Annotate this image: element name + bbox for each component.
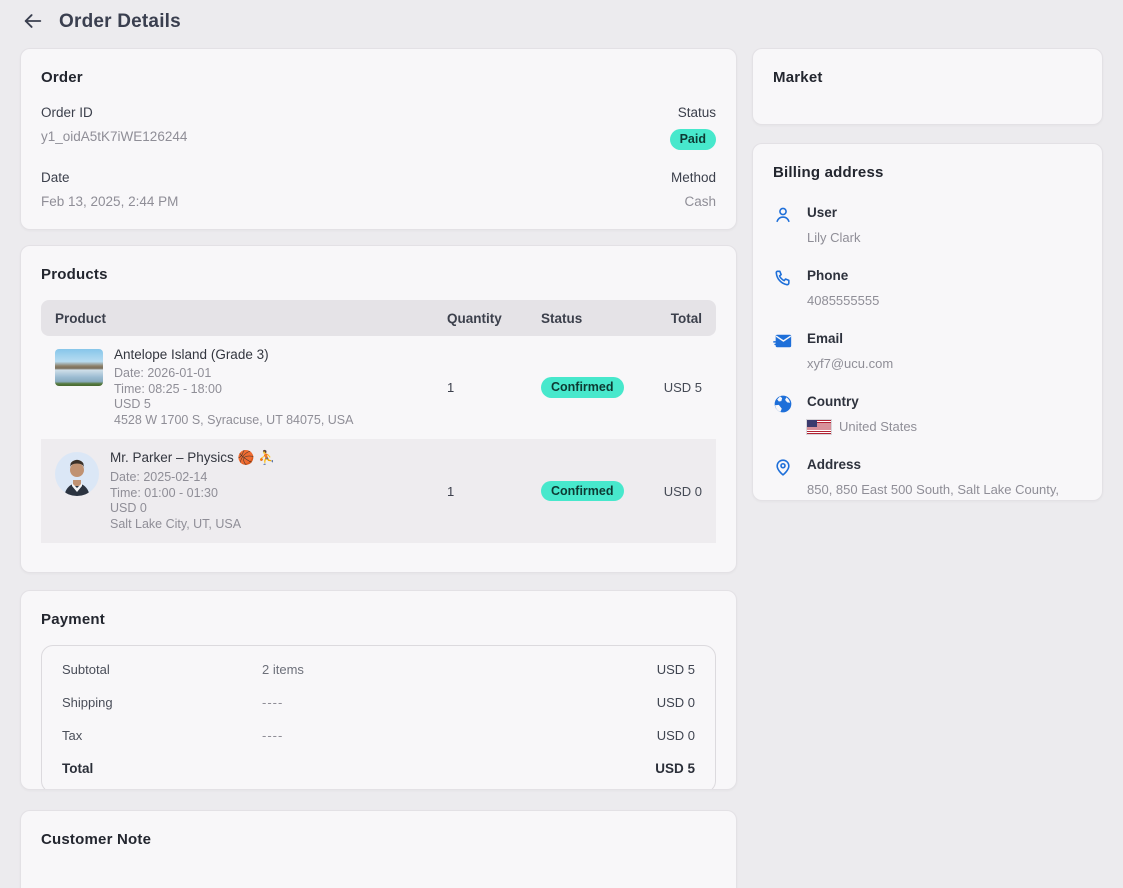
order-card-title: Order [41,69,83,86]
email-icon [773,331,793,351]
email-value: xyf7@ucu.com [807,356,894,371]
order-status-field: Status Paid [669,105,716,150]
order-id-label: Order ID [41,105,93,120]
country-value: United States [839,419,918,434]
product-price: USD 0 [110,501,147,515]
product-quantity: 1 [447,380,455,395]
order-date-field: Date Feb 13, 2025, 2:44 PM [41,170,670,209]
method-label: Method [670,169,716,185]
phone-label: Phone [807,268,849,283]
us-flag [806,418,832,435]
billing-item-email: Email xyf7@ucu.com [773,331,1082,373]
column-header-status: Status [541,310,583,326]
page-title: Order Details [59,11,181,32]
globe-icon [773,394,793,414]
billing-item-address: Address 850, 850 East 500 South, Salt La… [773,457,1082,500]
product-date: Date: 2025-02-14 [110,470,208,484]
billing-item-user: User Lily Clark [773,205,1082,247]
billing-item-country: Country United States [773,394,1082,436]
user-icon [773,205,793,225]
address-value: 850, 850 East 500 South, Salt Lake Count… [807,482,1059,497]
market-card: Market [752,48,1103,125]
product-row-mr-parker: Mr. Parker – Physics 🏀 ⛹ Date: 2025-02-1… [41,439,716,543]
product-date: Date: 2026-01-01 [114,366,212,380]
products-table-header: Product Quantity Status Total [41,300,716,336]
product-location: Salt Lake City, UT, USA [110,516,242,531]
order-id-value: y1_oidA5tK7iWE126244 [41,129,188,144]
payment-summary-box: Subtotal 2 items USD 5 Shipping ---- USD… [41,645,716,789]
confirmed-status-badge: Confirmed [541,480,624,502]
product-quantity: 1 [447,483,455,499]
back-arrow-icon [22,10,44,35]
customer-note-card: Customer Note [20,810,737,888]
billing-address-title: Billing address [773,164,884,181]
order-method-field: Method Cash [670,170,716,209]
payment-card-title: Payment [41,611,105,628]
product-thumbnail-avatar [55,452,99,496]
email-label: Email [807,331,844,346]
shipping-amount: USD 0 [656,695,695,710]
products-card-title: Products [41,266,108,283]
address-label: Address [807,457,862,472]
product-total: USD 5 [663,380,702,395]
payment-card: Payment Subtotal 2 items USD 5 Shipping … [20,590,737,790]
product-total: USD 0 [663,483,702,499]
shipping-detail: ---- [262,695,284,710]
product-time: Time: 01:00 - 01:30 [110,485,218,500]
subtotal-detail: 2 items [262,662,304,677]
order-card: Order Order ID y1_oidA5tK7iWE126244 Stat… [20,48,737,230]
date-label: Date [41,169,70,185]
status-label: Status [677,105,716,120]
market-card-title: Market [773,69,823,86]
product-name: Antelope Island (Grade 3) [114,347,269,362]
payment-row-shipping: Shipping ---- USD 0 [62,686,695,719]
column-header-product: Product [55,310,107,326]
tax-amount: USD 0 [656,728,695,743]
customer-note-title: Customer Note [41,831,152,848]
product-price: USD 5 [114,397,151,411]
country-label: Country [807,394,859,409]
products-card: Products Product Quantity Status Total A… [20,245,737,573]
product-location: 4528 W 1700 S, Syracuse, UT 84075, USA [114,412,354,427]
order-id-field: Order ID y1_oidA5tK7iWE126244 [41,105,670,150]
product-thumbnail-landscape [55,349,103,386]
billing-item-phone: Phone 4085555555 [773,268,1082,310]
method-value: Cash [684,193,716,209]
product-name: Mr. Parker – Physics 🏀 ⛹ [110,450,275,465]
user-label: User [807,205,838,220]
product-row-antelope-island: Antelope Island (Grade 3) Date: 2026-01-… [41,336,716,439]
shipping-label: Shipping [62,695,113,710]
total-label: Total [62,761,94,776]
subtotal-label: Subtotal [62,662,110,677]
tax-label: Tax [62,728,83,743]
billing-address-card: Billing address User Lily Clark [752,143,1103,501]
back-button[interactable] [20,9,46,35]
confirmed-status-badge: Confirmed [541,377,624,398]
phone-value: 4085555555 [807,293,880,308]
payment-row-subtotal: Subtotal 2 items USD 5 [62,653,695,686]
payment-row-total: Total USD 5 [62,752,695,785]
total-amount: USD 5 [655,761,695,776]
user-value: Lily Clark [807,230,861,245]
product-time: Time: 08:25 - 18:00 [114,381,222,396]
tax-detail: ---- [262,728,284,743]
phone-icon [773,268,793,288]
location-pin-icon [773,457,793,477]
subtotal-amount: USD 5 [656,662,695,677]
payment-row-tax: Tax ---- USD 0 [62,719,695,752]
date-value: Feb 13, 2025, 2:44 PM [41,193,179,209]
column-header-total: Total [670,310,702,326]
topbar: Order Details [20,0,1103,42]
paid-status-badge: Paid [669,129,716,150]
column-header-quantity: Quantity [447,310,502,326]
